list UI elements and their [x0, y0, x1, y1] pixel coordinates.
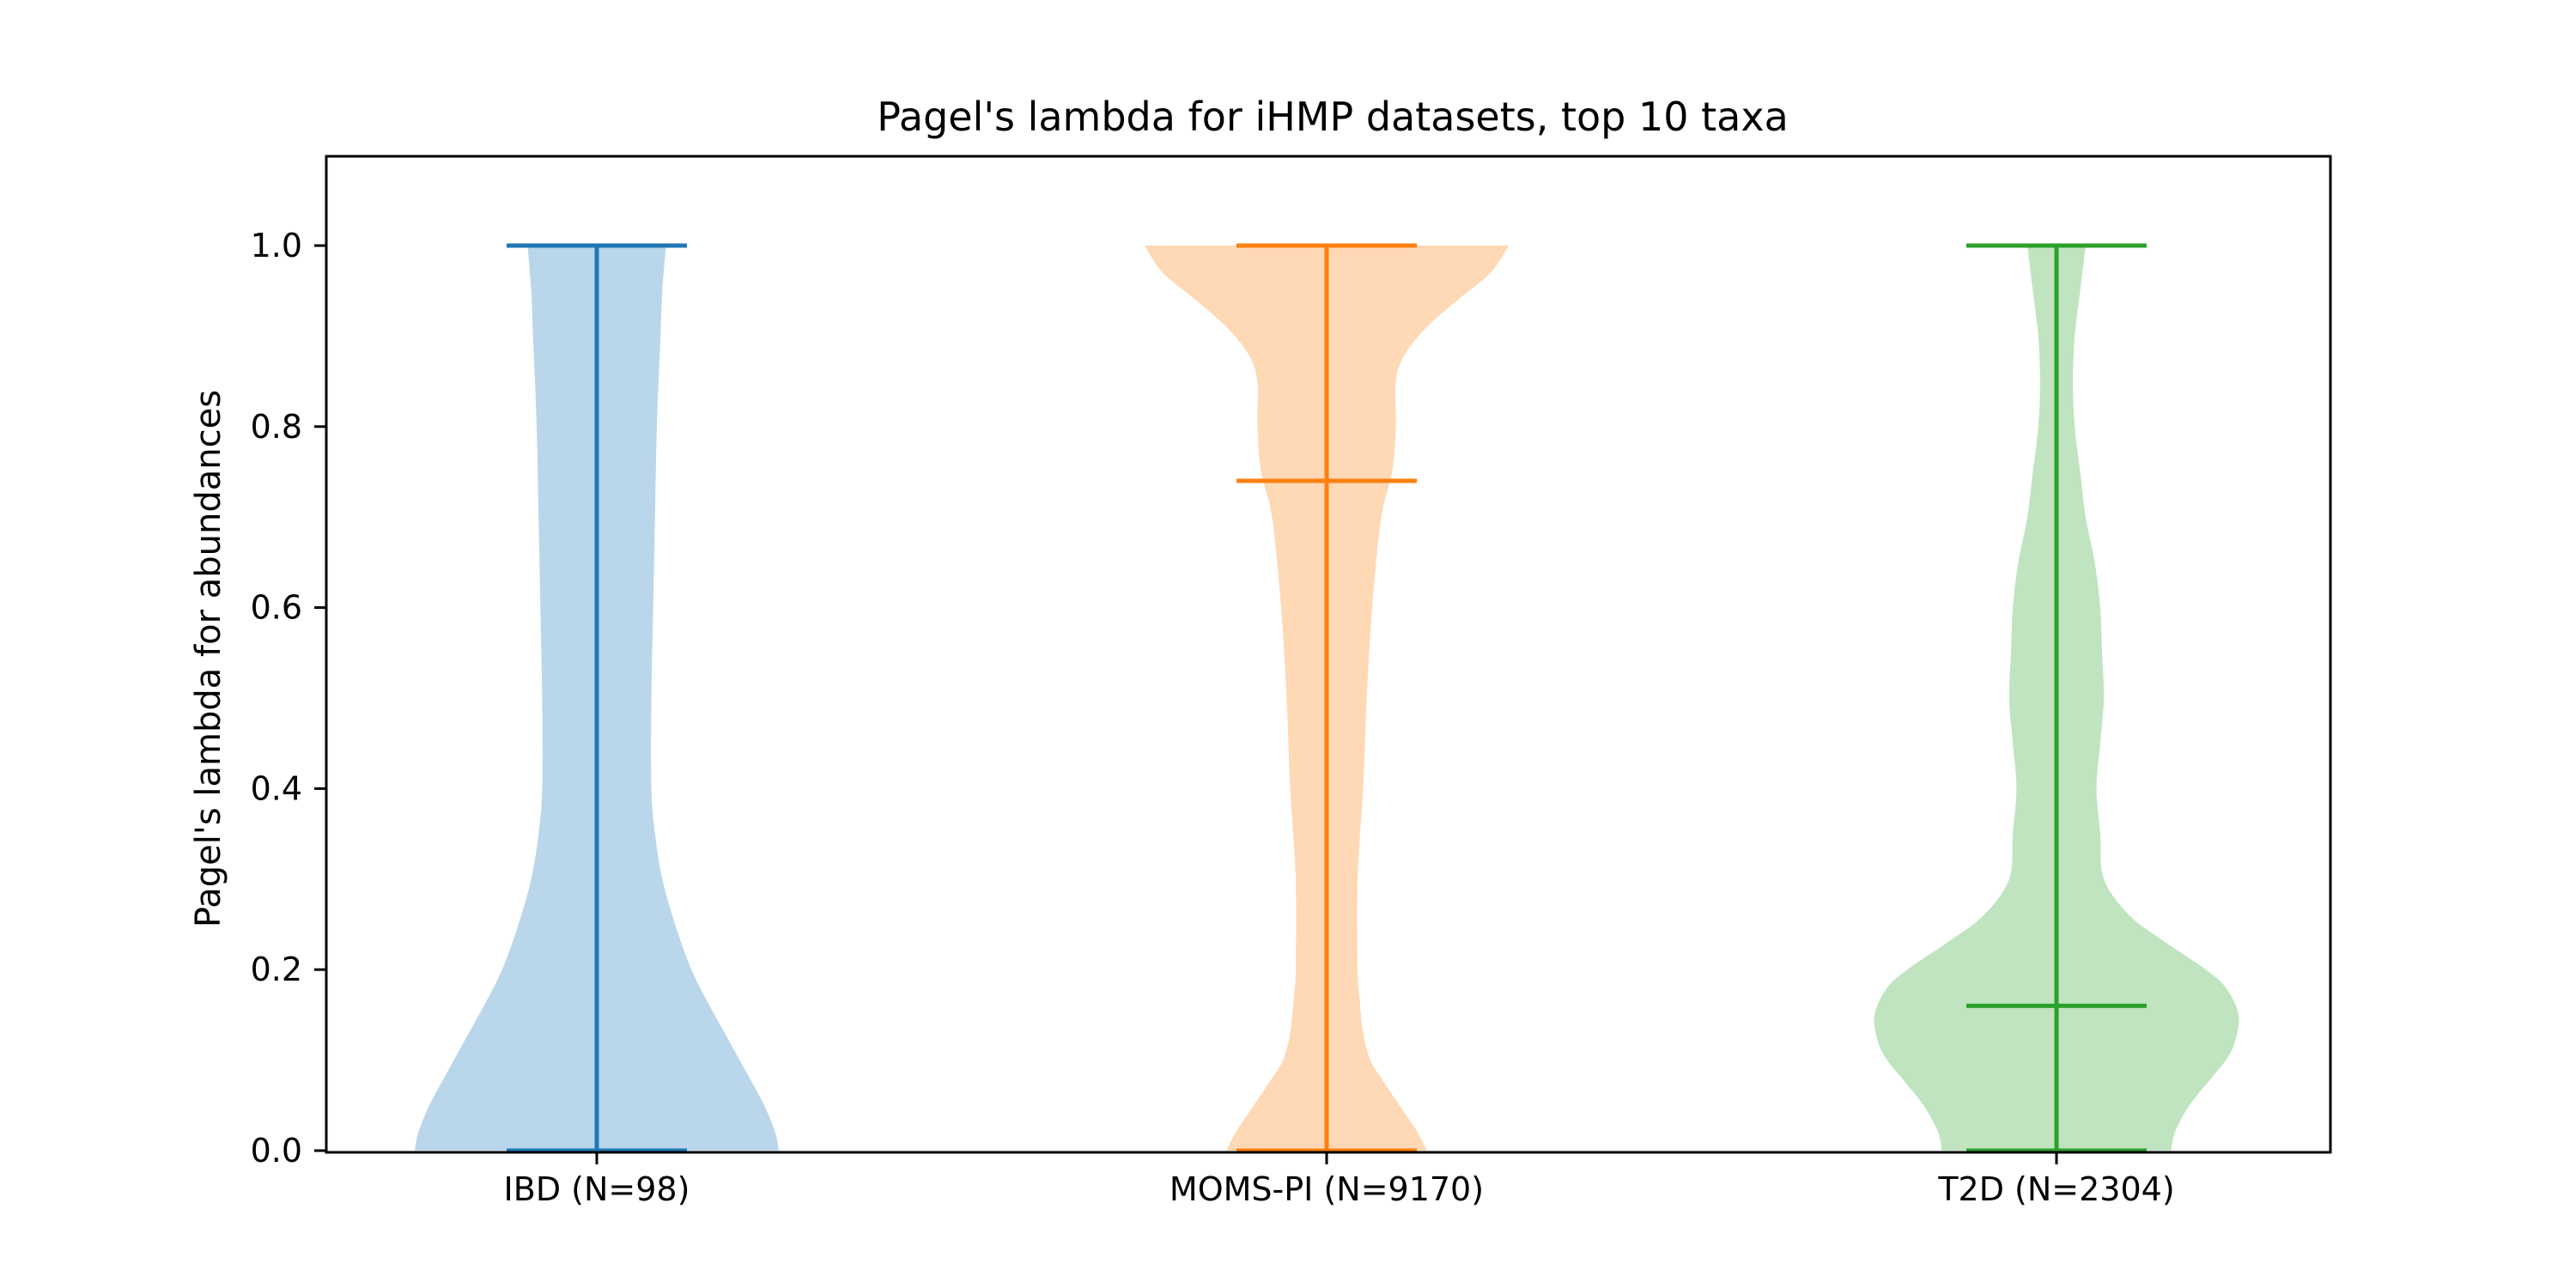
- y-tick-label: 0.0: [251, 1132, 302, 1170]
- y-tick-label: 0.8: [251, 408, 302, 446]
- x-tick-label: T2D (N=2304): [1937, 1170, 2174, 1208]
- stats-layer: [507, 243, 2147, 1153]
- y-tick-label: 0.4: [251, 769, 302, 807]
- chart-title: Pagel's lambda for iHMP datasets, top 10…: [877, 94, 1789, 140]
- y-axis: 0.0 0.2 0.4 0.6 0.8 1.0: [251, 227, 326, 1170]
- y-tick-label: 0.6: [251, 589, 302, 627]
- plot-area-frame: [325, 155, 2332, 1154]
- y-tick-label: 0.2: [251, 951, 302, 988]
- x-axis: IBD (N=98) MOMS-PI (N=9170) T2D (N=2304): [504, 1152, 2175, 1208]
- x-tick-label: IBD (N=98): [504, 1170, 690, 1208]
- y-axis-label: Pagel's lambda for abundances: [189, 390, 228, 927]
- y-tick-label: 1.0: [251, 227, 302, 264]
- x-tick-label: MOMS-PI (N=9170): [1170, 1170, 1484, 1208]
